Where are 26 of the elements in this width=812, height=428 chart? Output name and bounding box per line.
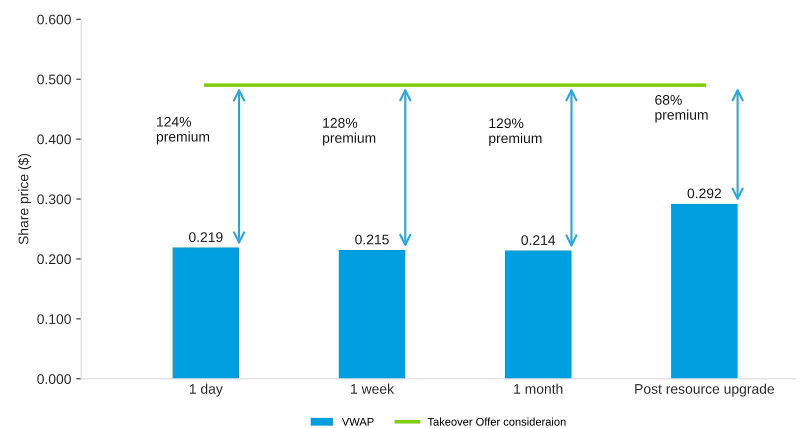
legend-label: VWAP <box>342 418 374 426</box>
data-label: 0.292 <box>688 188 722 198</box>
x-tick-label: 1 day <box>190 384 223 397</box>
y-tick-label: 0.400 <box>37 134 71 144</box>
y-tick-label: 0.500 <box>37 74 71 84</box>
y-tick-label: 0.200 <box>37 254 71 264</box>
data-label: 0.214 <box>521 235 556 246</box>
y-tick-label: 0.300 <box>37 194 71 204</box>
x-tick-label: 1 month <box>514 384 562 394</box>
annotation: 124% premium <box>156 116 210 144</box>
annotation: 68% premium <box>655 94 708 122</box>
data-label: 0.215 <box>355 234 389 244</box>
x-tick-label: Post resource upgrade <box>635 384 774 397</box>
bar <box>504 250 572 379</box>
annotation: 128% premium <box>323 118 376 146</box>
y-tick-label: 0.000 <box>37 374 71 384</box>
annotation: 129% premium <box>489 118 542 146</box>
y-axis-title: Share price ($) <box>18 154 32 244</box>
bar <box>338 250 406 379</box>
bar <box>172 248 240 379</box>
x-tick-label: 1 week <box>351 384 394 394</box>
bar <box>671 204 738 379</box>
y-tick-label: 0.600 <box>37 14 71 24</box>
y-tick-label: 0.100 <box>37 314 71 324</box>
data-label: 0.219 <box>189 232 223 242</box>
legend-label: Takeover Offer consideraion <box>428 418 566 426</box>
